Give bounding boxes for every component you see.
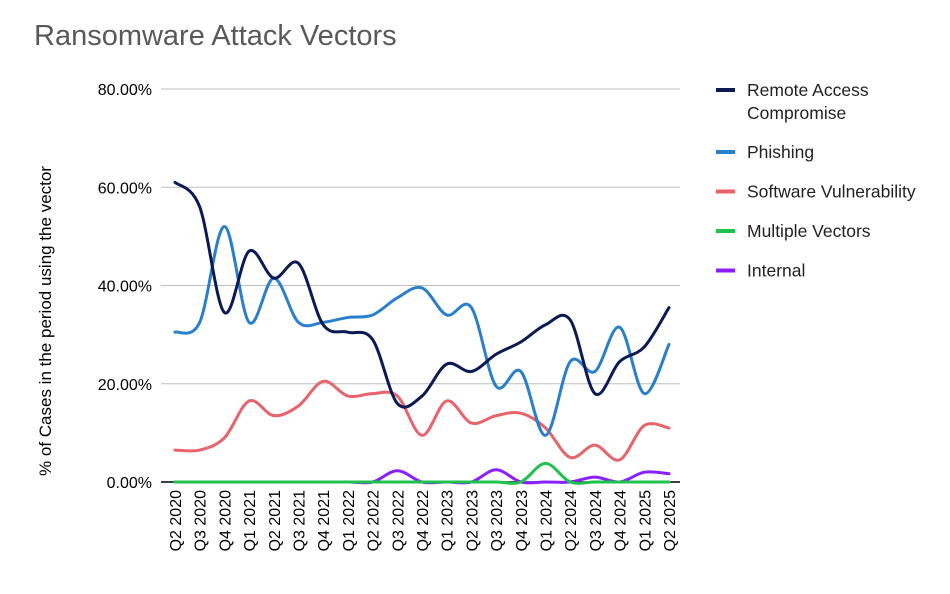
x-tick-label: Q4 2024 <box>613 490 630 551</box>
y-axis-title: % of Cases in the period using the vecto… <box>36 166 55 476</box>
series-lines <box>173 180 671 485</box>
series-line-software-vulnerability <box>173 379 671 462</box>
x-tick-label: Q1 2022 <box>341 490 358 551</box>
x-tick-label: Q3 2024 <box>588 490 605 551</box>
x-tick-label: Q3 2023 <box>489 490 506 551</box>
y-tick-label: 20.00% <box>98 377 152 394</box>
y-tick-label: 40.00% <box>98 279 152 296</box>
x-tick-label: Q2 2020 <box>168 490 185 551</box>
legend-label-internal: Internal <box>747 261 805 281</box>
legend-label-phishing: Phishing <box>747 142 814 162</box>
x-tick-label: Q1 2025 <box>637 490 654 551</box>
y-tick-label: 0.00% <box>107 475 152 492</box>
y-tick-label: 60.00% <box>98 180 152 197</box>
x-tick-label: Q3 2020 <box>193 490 210 551</box>
x-tick-label: Q1 2024 <box>539 490 556 551</box>
x-tick-label: Q4 2023 <box>514 490 531 551</box>
series-line-remote-access-compromise <box>173 180 671 409</box>
x-tick-label: Q2 2021 <box>267 490 284 551</box>
x-tick-label: Q3 2022 <box>390 490 407 551</box>
x-tick-label: Q1 2023 <box>440 490 457 551</box>
y-tick-label: 80.00% <box>98 82 152 99</box>
x-tick-label: Q4 2020 <box>217 490 234 551</box>
chart-title: Ransomware Attack Vectors <box>34 20 397 52</box>
x-tick-label: Q3 2021 <box>292 490 309 551</box>
x-tick-label: Q2 2022 <box>366 490 383 551</box>
x-tick-label: Q1 2021 <box>242 490 259 551</box>
legend-label-software-vulnerability: Software Vulnerability <box>747 182 916 202</box>
legend-label-remote-access-compromise: Remote Access Compromise <box>747 80 869 123</box>
x-tick-label: Q4 2021 <box>316 490 333 551</box>
x-axis-ticks: Q2 2020 Q3 2020 Q4 2020 Q1 2021 Q2 2021 Q3 20… <box>168 490 679 551</box>
x-tick-label: Q2 2023 <box>464 490 481 551</box>
x-tick-label: Q4 2022 <box>415 490 432 551</box>
legend-label-multiple-vectors: Multiple Vectors <box>747 221 871 241</box>
series-line-phishing <box>173 225 671 437</box>
y-axis-ticks: 0.00% 20.00% 40.00% 60.00% 80.00% <box>98 82 152 492</box>
x-tick-label: Q2 2024 <box>563 490 580 551</box>
series-line-multiple-vectors <box>173 461 671 485</box>
legend: Remote Access Compromise Phishing Software … <box>716 80 916 281</box>
x-tick-label: Q2 2025 <box>662 490 679 551</box>
